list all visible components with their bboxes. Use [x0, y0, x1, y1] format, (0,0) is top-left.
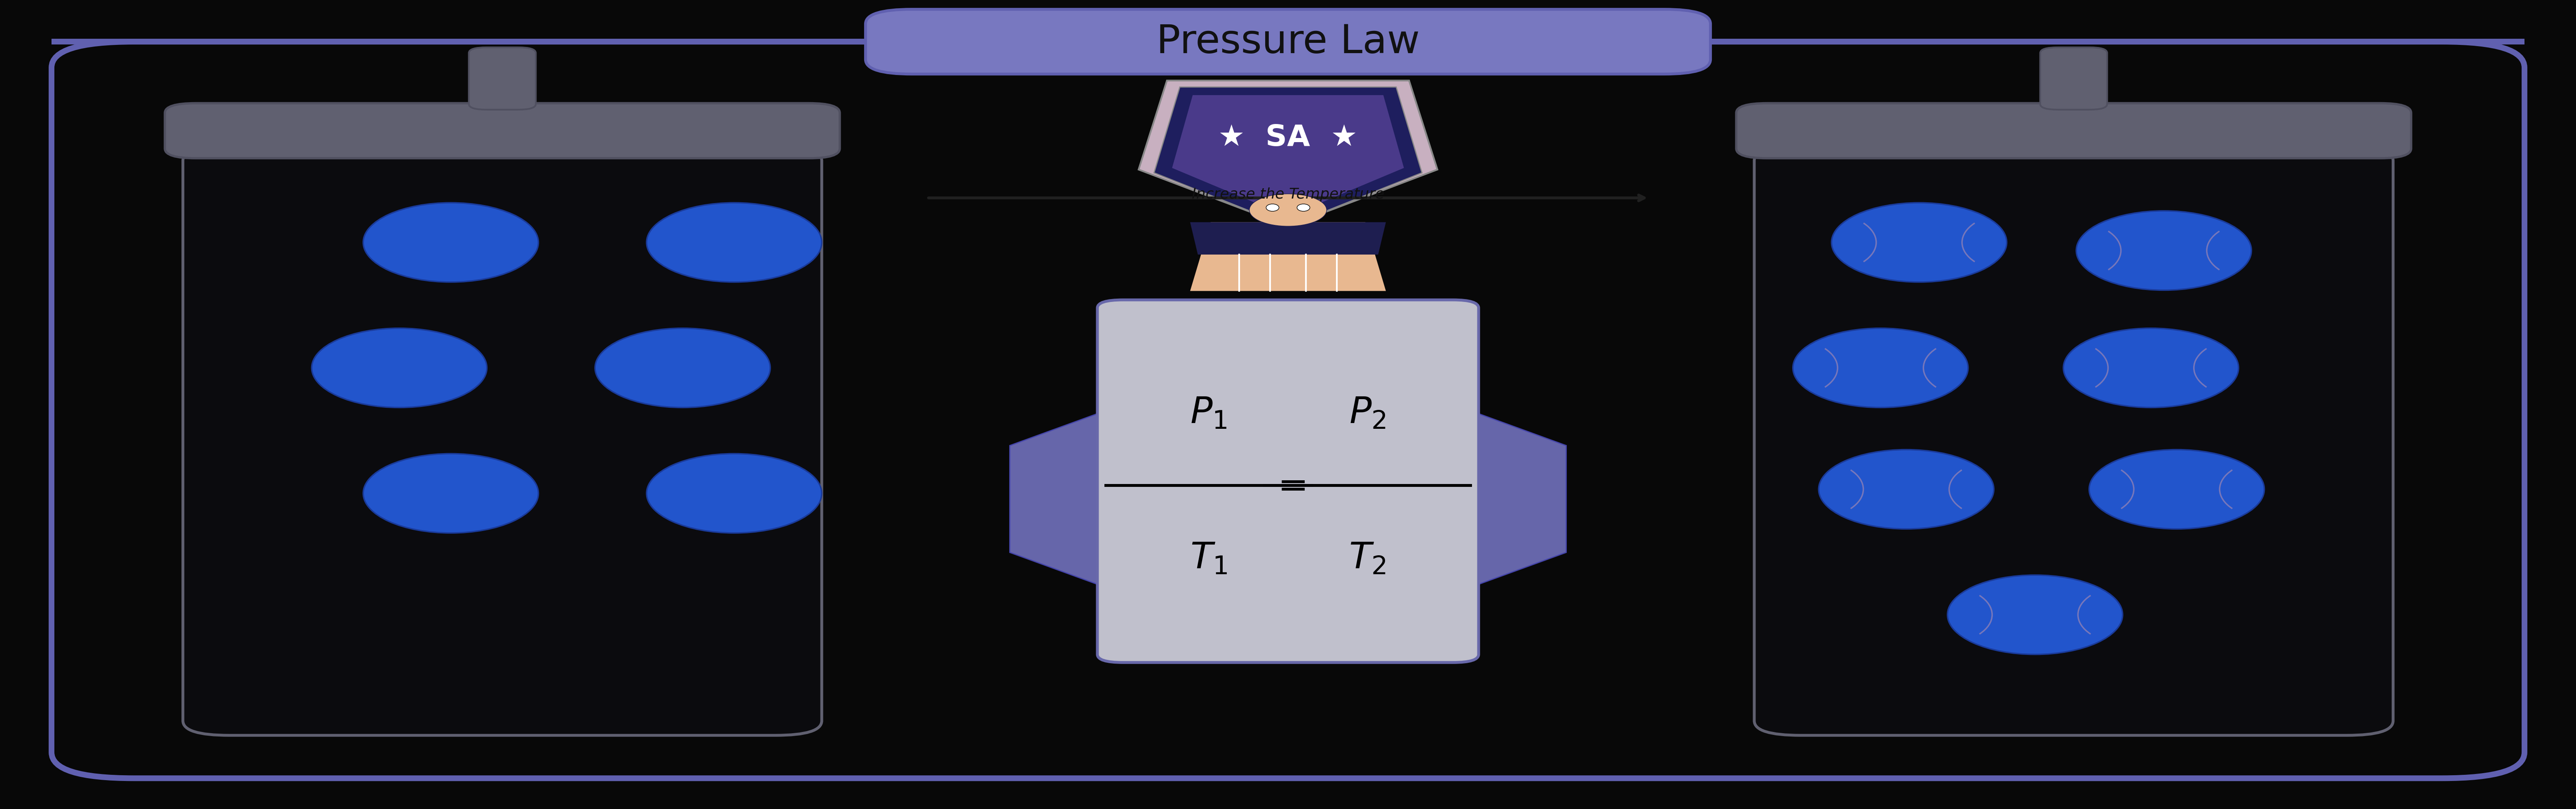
Text: ★  SA  ★: ★ SA ★ [1218, 123, 1358, 152]
FancyBboxPatch shape [866, 10, 1710, 74]
Polygon shape [1172, 95, 1404, 217]
Ellipse shape [1819, 450, 1994, 529]
Ellipse shape [1947, 575, 2123, 654]
Ellipse shape [647, 203, 822, 282]
Ellipse shape [2076, 211, 2251, 290]
Ellipse shape [312, 328, 487, 408]
Ellipse shape [1296, 205, 1309, 211]
Ellipse shape [363, 454, 538, 533]
FancyBboxPatch shape [2040, 48, 2107, 110]
Polygon shape [1010, 410, 1108, 588]
FancyBboxPatch shape [469, 48, 536, 110]
FancyBboxPatch shape [1097, 300, 1479, 663]
Ellipse shape [2089, 450, 2264, 529]
Ellipse shape [2063, 328, 2239, 408]
Ellipse shape [595, 328, 770, 408]
Ellipse shape [1793, 328, 1968, 408]
Ellipse shape [1267, 205, 1280, 211]
FancyBboxPatch shape [1736, 104, 2411, 159]
Polygon shape [1154, 87, 1422, 227]
FancyBboxPatch shape [1754, 146, 2393, 735]
Ellipse shape [647, 454, 822, 533]
Polygon shape [1139, 81, 1437, 227]
FancyBboxPatch shape [165, 104, 840, 159]
Ellipse shape [1249, 194, 1327, 227]
Polygon shape [1190, 222, 1386, 291]
FancyBboxPatch shape [183, 146, 822, 735]
Text: $T_2$: $T_2$ [1350, 540, 1386, 576]
Text: $P_2$: $P_2$ [1350, 395, 1386, 430]
Ellipse shape [363, 203, 538, 282]
Polygon shape [1190, 222, 1386, 255]
Text: Pressure Law: Pressure Law [1157, 23, 1419, 61]
Text: $P_1$: $P_1$ [1190, 395, 1226, 430]
Polygon shape [1468, 410, 1566, 588]
Text: $=$: $=$ [1270, 468, 1306, 503]
Ellipse shape [1832, 203, 2007, 282]
Text: Increase the Temperature: Increase the Temperature [1193, 187, 1383, 201]
Text: $T_1$: $T_1$ [1190, 540, 1226, 576]
